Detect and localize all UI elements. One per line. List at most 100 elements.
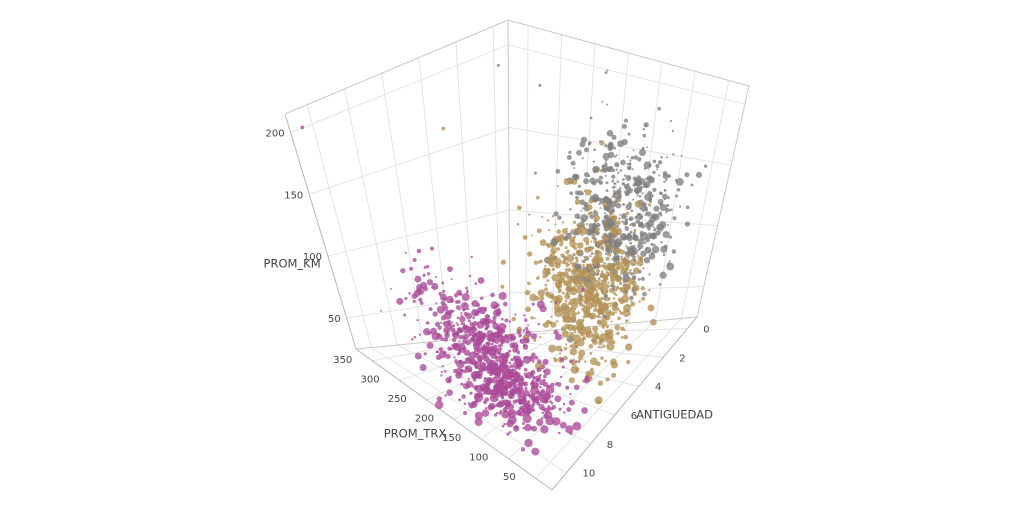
data-point: [456, 352, 460, 356]
box-edges: [284, 19, 750, 491]
grid-line: [535, 318, 682, 479]
data-point: [575, 257, 578, 261]
data-point: [606, 326, 609, 329]
data-point: [441, 289, 446, 294]
data-point: [445, 353, 451, 359]
data-point: [642, 127, 646, 131]
data-point: [660, 156, 663, 159]
data-point: [604, 316, 608, 320]
data-point: [632, 149, 635, 152]
data-point: [596, 314, 600, 318]
data-point: [659, 230, 662, 233]
data-point: [600, 270, 604, 273]
data-point: [596, 239, 604, 247]
data-point: [577, 311, 580, 315]
data-point: [569, 207, 572, 211]
data-point: [544, 264, 547, 268]
data-point: [540, 425, 549, 434]
data-point: [672, 153, 675, 156]
data-point: [593, 209, 597, 213]
data-point: [625, 319, 629, 323]
data-point: [636, 194, 639, 197]
data-point: [613, 146, 616, 150]
data-point: [596, 223, 601, 228]
data-point: [646, 146, 649, 149]
data-point: [640, 286, 645, 291]
data-point: [614, 162, 620, 168]
data-point: [611, 236, 614, 239]
data-point: [624, 245, 628, 248]
data-point: [537, 322, 540, 326]
data-point: [504, 392, 507, 396]
data-point: [654, 228, 657, 231]
data-point: [524, 438, 533, 448]
data-point: [612, 297, 616, 300]
data-point: [416, 248, 422, 254]
data-point: [647, 176, 655, 184]
data-point: [642, 185, 645, 188]
data-point: [577, 326, 583, 332]
x-tick-label: 200: [415, 414, 434, 425]
data-point: [573, 228, 577, 232]
data-point: [627, 188, 633, 194]
data-point: [523, 393, 527, 397]
data-point: [595, 289, 599, 292]
data-point: [591, 235, 595, 239]
data-point: [585, 295, 594, 303]
data-point: [614, 155, 617, 158]
data-point: [482, 320, 486, 325]
data-point: [600, 279, 607, 286]
data-point: [451, 328, 456, 334]
data-point: [644, 246, 652, 254]
data-point: [612, 202, 615, 206]
data-point: [651, 245, 660, 254]
data-point: [565, 261, 569, 265]
data-point: [467, 319, 471, 323]
data-point: [579, 250, 582, 253]
data-point: [616, 262, 620, 266]
data-point: [597, 301, 605, 309]
data-point: [484, 314, 490, 319]
data-point: [413, 290, 421, 298]
data-point: [626, 229, 629, 232]
data-point: [646, 211, 652, 217]
data-point: [468, 274, 472, 278]
data-point: [623, 184, 629, 189]
data-point: [528, 213, 531, 216]
data-point: [488, 370, 492, 373]
data-point: [565, 286, 572, 293]
data-point: [609, 302, 612, 305]
data-point: [466, 357, 470, 361]
data-point: [473, 332, 479, 338]
data-point: [567, 267, 572, 272]
data-point: [408, 291, 411, 295]
data-point: [588, 266, 593, 271]
data-point: [517, 407, 527, 417]
data-point: [593, 197, 598, 202]
data-point: [460, 302, 469, 311]
data-point: [545, 291, 551, 297]
data-point: [625, 175, 632, 181]
data-point: [508, 349, 512, 353]
data-point: [582, 304, 586, 308]
data-point: [623, 334, 629, 340]
data-point: [470, 337, 476, 343]
data-point: [462, 338, 467, 344]
data-point: [537, 289, 546, 297]
data-point: [535, 375, 541, 382]
data-point: [451, 337, 457, 342]
data-point: [513, 355, 516, 359]
data-point: [625, 211, 630, 216]
data-point: [556, 247, 561, 251]
data-point: [644, 231, 647, 235]
data-point: [586, 281, 594, 289]
data-point: [541, 216, 544, 219]
data-point: [490, 342, 494, 346]
data-point: [580, 227, 588, 235]
data-point: [604, 174, 607, 177]
data-point: [561, 260, 566, 265]
data-point: [605, 218, 614, 227]
data-point: [430, 246, 434, 251]
